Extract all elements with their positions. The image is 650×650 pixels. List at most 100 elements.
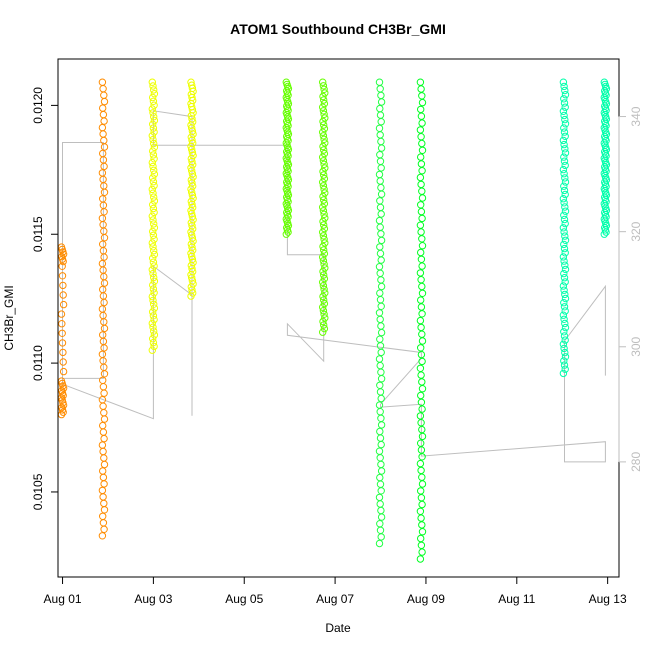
data-point	[100, 253, 108, 261]
data-point	[560, 303, 569, 311]
data-point	[320, 174, 329, 183]
data-point	[375, 263, 384, 271]
data-point	[319, 217, 327, 226]
data-point	[319, 82, 328, 90]
data-point	[376, 454, 384, 462]
series-5	[319, 78, 329, 336]
data-point	[417, 439, 425, 447]
data-point	[148, 346, 157, 354]
data-point	[319, 167, 327, 176]
data-point	[149, 147, 157, 155]
data-point	[560, 182, 568, 190]
data-point	[417, 371, 425, 379]
data-point	[418, 167, 426, 175]
data-point	[561, 265, 570, 274]
data-point	[320, 99, 329, 108]
data-point	[561, 103, 569, 111]
data-point	[377, 421, 386, 429]
data-point	[375, 539, 384, 548]
data-point	[376, 388, 385, 396]
data-point	[377, 190, 386, 198]
data-point	[319, 142, 327, 151]
data-point	[376, 223, 384, 231]
data-point	[560, 344, 568, 353]
data-point	[150, 273, 158, 282]
data-point	[377, 348, 385, 357]
data-point	[561, 190, 569, 199]
data-point	[560, 211, 568, 220]
data-point	[99, 240, 107, 248]
data-point	[417, 228, 425, 236]
data-point	[416, 459, 425, 468]
data-point	[376, 249, 385, 258]
data-point	[148, 319, 157, 328]
data-point	[320, 260, 328, 268]
data-point	[560, 140, 568, 149]
data-point	[149, 178, 158, 186]
data-point	[100, 499, 108, 508]
data-point	[58, 272, 67, 280]
data-point	[560, 170, 568, 178]
data-point	[319, 257, 328, 265]
data-point	[375, 216, 384, 225]
data-point	[98, 350, 107, 358]
data-point	[320, 124, 329, 133]
data-point	[377, 183, 385, 192]
data-point	[98, 305, 107, 313]
y-tick-label: 0.0120	[31, 87, 45, 124]
data-point	[417, 201, 425, 209]
data-point	[150, 166, 158, 175]
data-point	[58, 339, 67, 347]
data-point	[319, 328, 327, 336]
data-point	[100, 208, 108, 216]
data-point	[376, 315, 384, 324]
data-point	[319, 178, 327, 186]
data-point	[376, 520, 384, 528]
data-point	[59, 250, 68, 259]
data-point	[99, 447, 107, 456]
data-point	[418, 119, 426, 127]
data-point	[600, 230, 608, 238]
data-point	[416, 126, 425, 134]
data-point	[149, 189, 157, 197]
data-point	[376, 157, 385, 166]
data-point	[376, 427, 384, 436]
data-point	[561, 145, 569, 153]
data-point	[59, 367, 68, 376]
data-point	[320, 96, 328, 104]
series-1	[98, 78, 109, 540]
data-point	[319, 203, 327, 211]
data-point	[560, 299, 568, 307]
data-point	[559, 195, 568, 203]
data-point	[100, 415, 109, 423]
data-point	[99, 383, 108, 391]
data-point	[559, 78, 568, 86]
data-point	[560, 82, 568, 91]
data-point	[99, 104, 107, 112]
data-point	[561, 307, 569, 315]
data-point	[319, 228, 327, 236]
data-point	[319, 267, 327, 276]
data-point	[561, 91, 570, 99]
data-point	[377, 460, 385, 469]
data-point	[418, 282, 426, 291]
data-point	[417, 112, 426, 120]
data-point	[148, 266, 157, 274]
data-point	[59, 291, 67, 299]
data-point	[150, 262, 158, 270]
data-point	[418, 289, 427, 297]
y2-tick-label: 320	[629, 221, 643, 241]
data-point	[559, 165, 568, 174]
data-point	[100, 344, 108, 352]
data-point	[560, 153, 568, 161]
x-tick-label: Aug 05	[225, 592, 263, 606]
y2-tick-label: 300	[629, 336, 643, 356]
data-point	[418, 242, 427, 250]
data-point	[150, 327, 158, 335]
data-point	[560, 128, 569, 136]
data-point	[99, 519, 108, 527]
data-point	[100, 324, 109, 333]
data-point	[560, 361, 569, 369]
data-point	[99, 493, 107, 501]
data-point	[561, 174, 569, 182]
